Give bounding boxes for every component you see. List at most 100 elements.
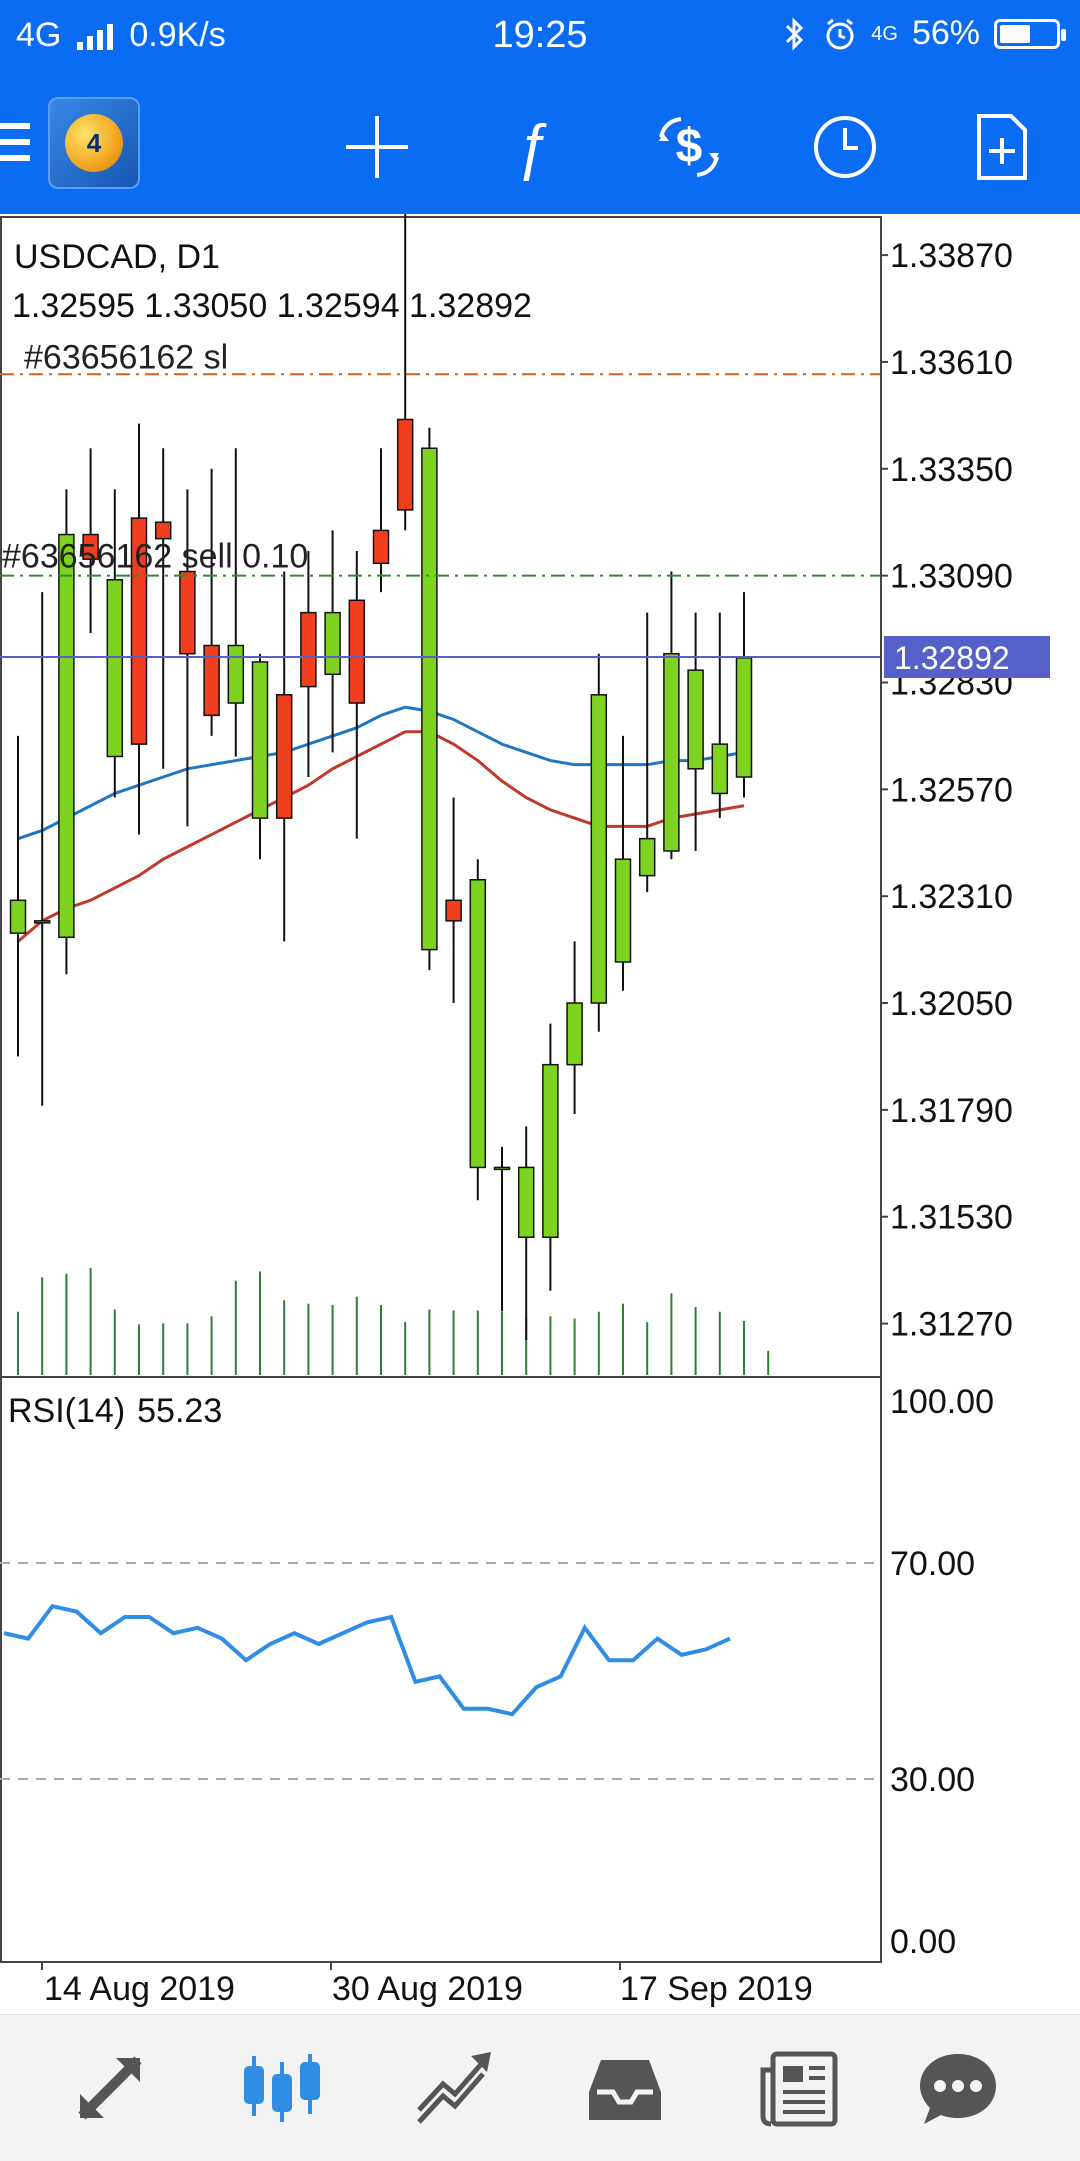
candle <box>517 1126 535 1341</box>
candle-body <box>735 657 753 778</box>
candle-body <box>203 644 220 717</box>
battery-percent: 56% <box>911 14 980 52</box>
candle-body <box>324 611 341 676</box>
date-label-2: 30 Aug 2019 <box>332 1970 523 2008</box>
candle <box>33 592 51 1106</box>
candle-body <box>154 521 172 540</box>
news-icon[interactable] <box>754 2043 844 2133</box>
price-tick-label: 1.32050 <box>890 985 1013 1023</box>
candle <box>372 448 390 593</box>
network-type: 4G <box>16 16 62 54</box>
price-tick-label: 1.32570 <box>890 771 1013 809</box>
status-left: 4G 0.9K/s <box>16 16 226 55</box>
menu-icon[interactable] <box>0 123 30 171</box>
candle-body <box>9 899 27 934</box>
candle-body <box>542 1063 559 1239</box>
signal-icon <box>77 22 114 50</box>
bottom-nav <box>0 2014 1080 2161</box>
candle-body <box>275 694 293 819</box>
ma-fast-line <box>17 705 745 841</box>
candle <box>711 612 729 819</box>
date-label-3: 17 Sep 2019 <box>620 1970 813 2008</box>
chart-icon[interactable] <box>237 2043 327 2133</box>
signal-label: 4G <box>871 22 898 45</box>
price-tick-label: 1.32310 <box>890 878 1013 916</box>
current-price-tag <box>884 636 1050 679</box>
candle <box>445 797 462 1004</box>
sell-order-label: #63656162 sell 0.10 <box>2 538 308 576</box>
battery-fill <box>1000 24 1031 43</box>
price-tick-label: 1.31270 <box>890 1306 1013 1344</box>
candle-body <box>58 533 75 939</box>
chat-icon[interactable] <box>913 2043 1003 2133</box>
candle <box>251 653 269 860</box>
rsi-line <box>3 1603 731 1717</box>
candle <box>348 550 366 839</box>
candle-body <box>590 694 608 1004</box>
candle <box>154 448 172 769</box>
candle <box>469 859 487 1201</box>
candle <box>82 448 99 634</box>
candle-body <box>33 920 51 924</box>
candle-body <box>638 837 656 877</box>
candle <box>130 423 148 835</box>
network-speed: 0.9K/s <box>129 16 226 54</box>
chart-area[interactable]: 1.33870 1.33610 1.33350 1.33090 1.32830 1.325… <box>0 201 1080 2014</box>
quotes-icon[interactable] <box>65 2043 155 2133</box>
candle-body <box>421 447 438 951</box>
price-tick-label: 1.33350 <box>890 451 1013 489</box>
candle-body <box>711 743 729 795</box>
candle <box>106 489 124 798</box>
candle-body <box>130 517 148 745</box>
crosshair-icon[interactable] <box>337 107 417 187</box>
candle-body <box>469 878 487 1169</box>
price-tick-label: 1.31790 <box>890 1092 1013 1130</box>
candle <box>300 550 317 778</box>
candle <box>58 489 75 975</box>
candle-body <box>348 599 366 704</box>
toolbar: 4 ƒ $ <box>0 72 1080 214</box>
stop-loss-label: #63656162 sl <box>24 338 228 376</box>
history-icon[interactable] <box>580 2043 670 2133</box>
candle-body <box>227 644 245 704</box>
trade-nav-icon[interactable] <box>408 2043 498 2133</box>
status-right: 4G 56% <box>779 14 1066 53</box>
current-price-value: 1.32892 <box>894 640 1010 676</box>
rsi-tick-label: 100.00 <box>890 1383 994 1421</box>
candle-body <box>663 652 680 852</box>
candle-body <box>445 899 462 922</box>
symbol-label: USDCAD, D1 <box>14 238 220 276</box>
candle-body <box>687 669 704 770</box>
candle <box>396 201 414 531</box>
ohlc-label: 1.32595 1.33050 1.32594 1.32892 <box>12 287 532 325</box>
candle <box>614 735 632 991</box>
price-tick-label: 1.33610 <box>890 344 1013 382</box>
candle-body <box>372 529 390 565</box>
clock: 19:25 <box>492 14 588 56</box>
new-order-icon[interactable] <box>961 107 1041 187</box>
candle <box>735 592 753 798</box>
candle <box>542 1023 559 1291</box>
app-logo-icon[interactable]: 4 <box>48 97 140 189</box>
price-tick-label: 1.33870 <box>890 237 1013 275</box>
candle <box>687 612 704 851</box>
alarm-icon <box>826 18 854 49</box>
candle <box>590 653 608 1032</box>
battery-icon <box>994 18 1066 49</box>
candle <box>324 530 341 753</box>
candlestick-chart[interactable]: 1.338701.336101.333501.330901.328301.325… <box>0 201 1080 2014</box>
candle <box>663 571 680 860</box>
chart-frame <box>0 216 882 1963</box>
candle <box>421 427 438 971</box>
rsi-tick-label: 0.00 <box>890 1923 956 1961</box>
candle-body <box>566 1002 583 1066</box>
rsi-tick-label: 70.00 <box>890 1545 975 1583</box>
indicators-icon[interactable]: ƒ <box>492 107 572 187</box>
candle <box>566 941 583 1114</box>
svg-text:ƒ: ƒ <box>515 112 549 181</box>
trade-icon[interactable]: $ <box>649 107 729 187</box>
timeframe-icon[interactable] <box>805 107 885 187</box>
candle-body <box>614 858 632 963</box>
candle <box>203 468 220 736</box>
candle-body <box>106 578 124 758</box>
